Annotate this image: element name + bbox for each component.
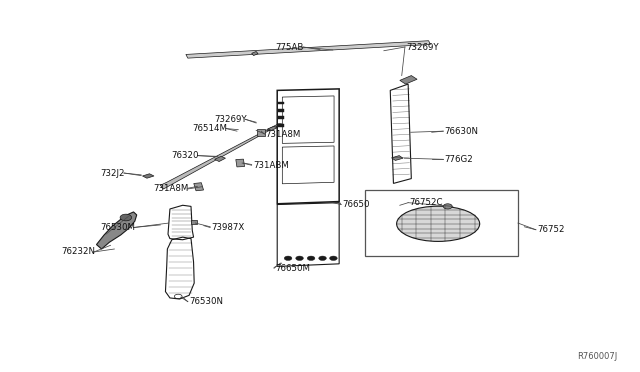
Bar bbox=[365, 190, 518, 256]
Text: 73269Y: 73269Y bbox=[214, 115, 246, 124]
Text: 76630N: 76630N bbox=[445, 126, 479, 136]
Text: 76752C: 76752C bbox=[410, 198, 443, 207]
Circle shape bbox=[319, 256, 326, 260]
Text: 732J2: 732J2 bbox=[100, 169, 125, 177]
Bar bbox=[278, 109, 284, 112]
Circle shape bbox=[444, 204, 452, 209]
Text: 73269Y: 73269Y bbox=[406, 42, 439, 51]
Bar bbox=[278, 102, 284, 105]
Text: 731A8M: 731A8M bbox=[154, 185, 189, 193]
Text: 76650M: 76650M bbox=[275, 264, 310, 273]
Polygon shape bbox=[268, 126, 277, 131]
Polygon shape bbox=[392, 155, 403, 160]
Text: 731A8M: 731A8M bbox=[266, 130, 301, 140]
Polygon shape bbox=[97, 212, 137, 249]
Polygon shape bbox=[161, 124, 282, 189]
Polygon shape bbox=[252, 51, 258, 55]
Text: 73987X: 73987X bbox=[211, 223, 244, 232]
Polygon shape bbox=[186, 41, 431, 58]
Circle shape bbox=[330, 256, 337, 260]
Polygon shape bbox=[257, 129, 265, 136]
Polygon shape bbox=[214, 156, 225, 161]
Circle shape bbox=[120, 214, 132, 221]
Text: R760007J: R760007J bbox=[577, 352, 617, 361]
Text: 76650: 76650 bbox=[342, 200, 370, 209]
Text: 76752: 76752 bbox=[537, 225, 564, 234]
Text: 76530N: 76530N bbox=[189, 297, 223, 306]
Bar bbox=[191, 220, 197, 224]
Text: 76530M: 76530M bbox=[100, 223, 135, 232]
Text: 776G2: 776G2 bbox=[445, 155, 473, 164]
Text: 76514M: 76514M bbox=[193, 124, 227, 133]
Text: 76320: 76320 bbox=[171, 151, 198, 160]
Text: 775AB: 775AB bbox=[276, 42, 304, 51]
Polygon shape bbox=[400, 76, 417, 84]
Text: 731ABM: 731ABM bbox=[253, 161, 289, 170]
Polygon shape bbox=[143, 174, 154, 178]
Circle shape bbox=[307, 256, 315, 260]
Polygon shape bbox=[236, 159, 244, 167]
Ellipse shape bbox=[397, 206, 479, 241]
Circle shape bbox=[296, 256, 303, 260]
Bar bbox=[278, 124, 284, 127]
Circle shape bbox=[284, 256, 292, 260]
Text: 76232N: 76232N bbox=[61, 247, 95, 256]
Bar bbox=[278, 116, 284, 119]
Polygon shape bbox=[194, 183, 204, 191]
